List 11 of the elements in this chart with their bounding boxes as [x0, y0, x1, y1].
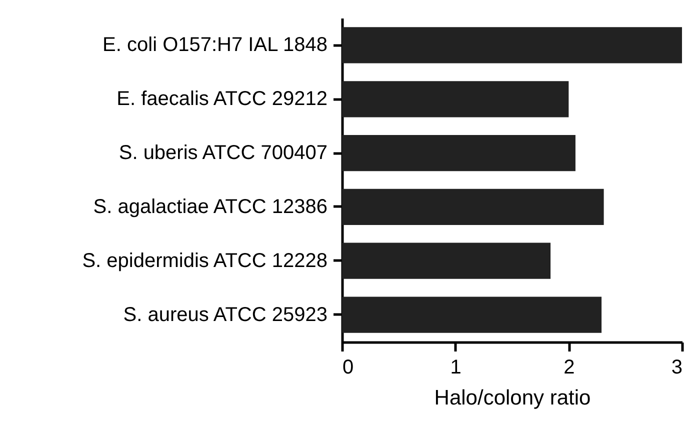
- x-axis-title: Halo/colony ratio: [434, 386, 591, 410]
- y-tick-label: S. agalactiae ATCC 12386: [93, 196, 328, 218]
- x-tick-label: 2: [564, 356, 575, 378]
- y-tick-label: S. uberis ATCC 700407: [118, 142, 328, 164]
- y-tick-label: S. aureus ATCC 25923: [123, 304, 328, 326]
- y-tick-label: E. coli O157:H7 IAL 1848: [102, 34, 328, 56]
- y-tick-label: E. faecalis ATCC 29212: [116, 88, 328, 110]
- x-tick-label: 0: [342, 356, 354, 378]
- x-tick-label: 1: [450, 356, 462, 378]
- x-tick-label: 3: [671, 356, 682, 378]
- y-tick-label: S. epidermidis ATCC 12228: [82, 250, 328, 272]
